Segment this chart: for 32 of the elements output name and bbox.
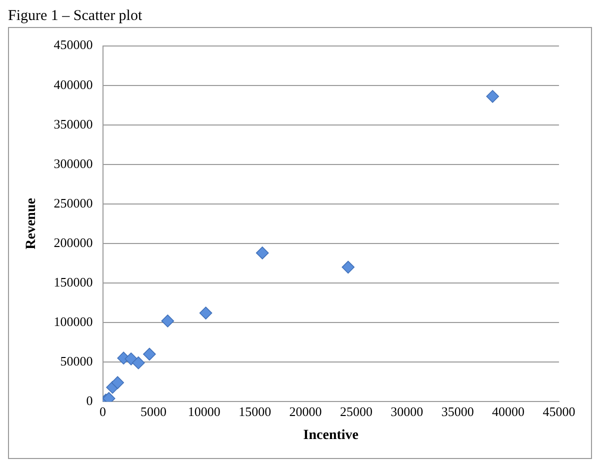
point bbox=[256, 246, 269, 260]
chart-title: Figure 1 – Scatter plot bbox=[8, 8, 144, 25]
x-tick-label: 15000 bbox=[238, 404, 272, 419]
point bbox=[111, 376, 124, 390]
point bbox=[132, 356, 145, 370]
y-axis-title: Revenue bbox=[24, 198, 40, 250]
y-tick-label: 100000 bbox=[54, 314, 93, 329]
x-tick-label: 25000 bbox=[340, 404, 372, 419]
x-tick-label: 45000 bbox=[542, 404, 576, 419]
x-tick-label: 40000 bbox=[492, 404, 525, 419]
y-tick-label: 400000 bbox=[54, 76, 93, 92]
y-tick-label: 200000 bbox=[54, 234, 93, 250]
x-tick-label: 5000 bbox=[140, 404, 166, 419]
point bbox=[199, 306, 212, 320]
y-tick-label: 150000 bbox=[54, 274, 93, 290]
point bbox=[143, 348, 156, 361]
y-tick-label: 50000 bbox=[60, 353, 93, 368]
x-axis-title: Incentive bbox=[303, 428, 359, 444]
point bbox=[342, 260, 355, 274]
point bbox=[124, 352, 138, 366]
x-tick-label: 30000 bbox=[390, 404, 424, 419]
x-tick-label: 0 bbox=[100, 404, 106, 419]
point bbox=[161, 314, 174, 328]
x-tick-label: 35000 bbox=[441, 404, 474, 419]
point bbox=[486, 90, 499, 103]
y-tick-label: 0 bbox=[86, 393, 93, 408]
y-tick-label: 450000 bbox=[54, 37, 93, 52]
x-tick-label: 10000 bbox=[188, 404, 220, 419]
y-tick-label: 250000 bbox=[54, 195, 93, 210]
y-tick-label: 350000 bbox=[54, 116, 93, 132]
x-tick-label: 20000 bbox=[289, 404, 322, 419]
y-tick-label: 300000 bbox=[54, 156, 93, 171]
